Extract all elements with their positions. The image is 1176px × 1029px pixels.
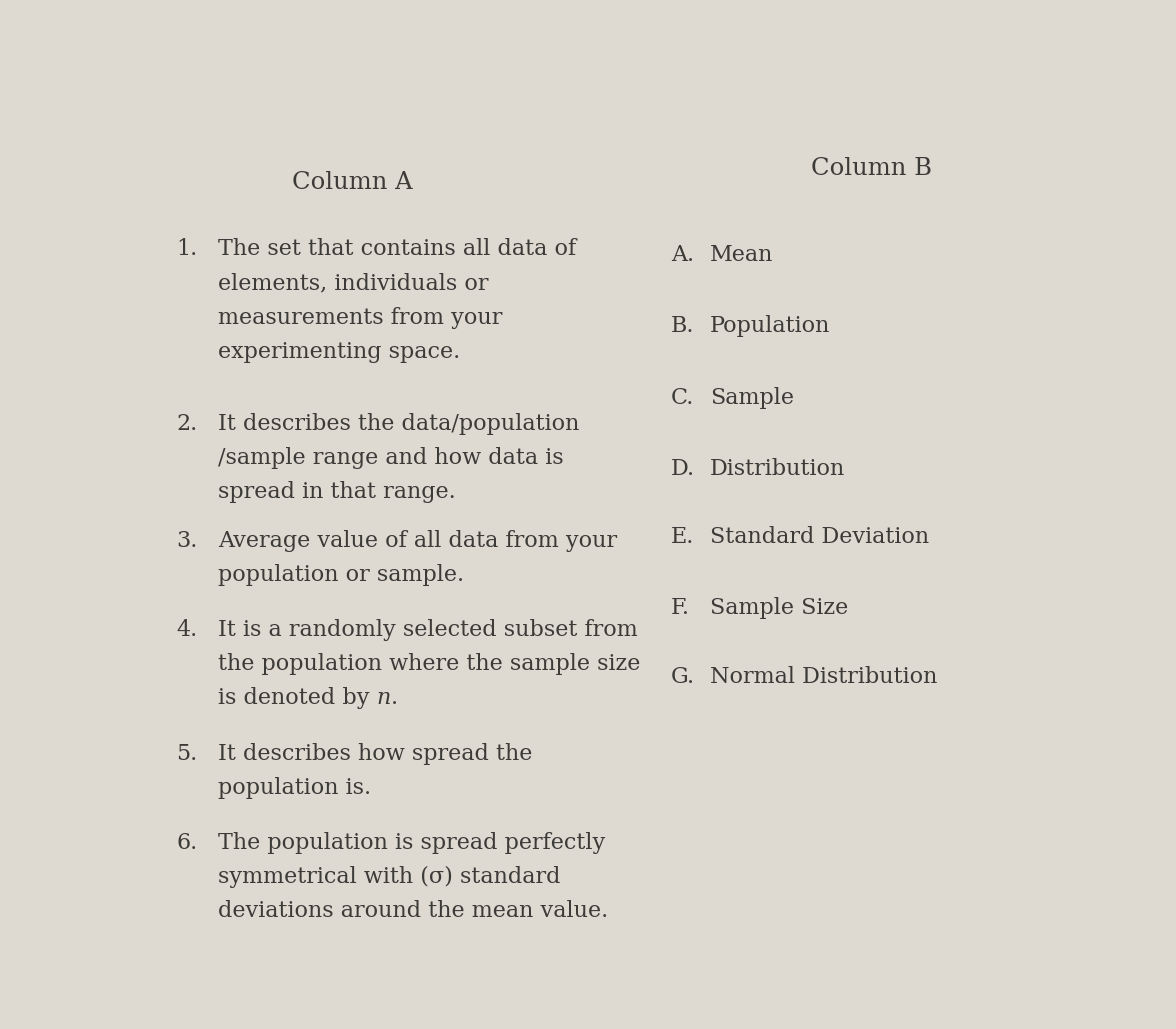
- Text: n: n: [376, 686, 392, 709]
- Text: /sample range and how data is: /sample range and how data is: [218, 447, 563, 469]
- Text: Column A: Column A: [292, 171, 413, 194]
- Text: Standard Deviation: Standard Deviation: [710, 526, 929, 548]
- Text: Mean: Mean: [710, 244, 774, 265]
- Text: symmetrical with (σ) standard: symmetrical with (σ) standard: [218, 865, 561, 888]
- Text: The population is spread perfectly: The population is spread perfectly: [218, 831, 606, 854]
- Text: D.: D.: [671, 458, 695, 480]
- Text: Average value of all data from your: Average value of all data from your: [218, 530, 617, 552]
- Text: spread in that range.: spread in that range.: [218, 481, 456, 503]
- Text: Sample: Sample: [710, 387, 794, 409]
- Text: It describes the data/population: It describes the data/population: [218, 413, 580, 434]
- Text: .: .: [392, 686, 399, 709]
- Text: is denoted by: is denoted by: [218, 686, 376, 709]
- Text: Distribution: Distribution: [710, 458, 846, 480]
- Text: 2.: 2.: [176, 413, 198, 434]
- Text: C.: C.: [671, 387, 695, 409]
- Text: B.: B.: [671, 315, 695, 338]
- Text: the population where the sample size: the population where the sample size: [218, 652, 641, 675]
- Text: experimenting space.: experimenting space.: [218, 341, 460, 362]
- Text: F.: F.: [671, 597, 690, 619]
- Text: Column B: Column B: [811, 156, 933, 180]
- Text: 1.: 1.: [176, 239, 198, 260]
- Text: 4.: 4.: [176, 618, 198, 641]
- Text: population or sample.: population or sample.: [218, 564, 465, 586]
- Text: The set that contains all data of: The set that contains all data of: [218, 239, 576, 260]
- Text: Sample Size: Sample Size: [710, 597, 849, 619]
- Text: Normal Distribution: Normal Distribution: [710, 666, 937, 688]
- Text: elements, individuals or: elements, individuals or: [218, 273, 488, 294]
- Text: It describes how spread the: It describes how spread the: [218, 743, 533, 766]
- Text: It is a randomly selected subset from: It is a randomly selected subset from: [218, 618, 637, 641]
- Text: deviations around the mean value.: deviations around the mean value.: [218, 900, 608, 922]
- Text: 6.: 6.: [176, 831, 198, 854]
- Text: 3.: 3.: [176, 530, 198, 552]
- Text: measurements from your: measurements from your: [218, 307, 502, 328]
- Text: population is.: population is.: [218, 777, 372, 800]
- Text: A.: A.: [671, 244, 694, 265]
- Text: E.: E.: [671, 526, 695, 548]
- Text: 5.: 5.: [176, 743, 198, 766]
- Text: Population: Population: [710, 315, 830, 338]
- Text: G.: G.: [671, 666, 695, 688]
